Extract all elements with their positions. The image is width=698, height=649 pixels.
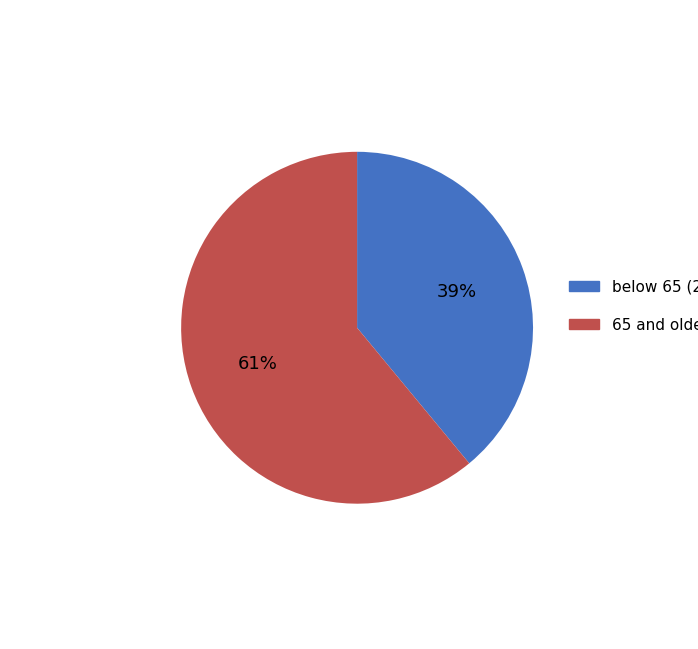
Wedge shape: [357, 152, 533, 463]
Text: 39%: 39%: [436, 283, 477, 301]
Legend: below 65 (282 Patients), 65 and older (433 Patients): below 65 (282 Patients), 65 and older (4…: [563, 273, 698, 338]
Wedge shape: [181, 152, 469, 504]
Text: 61%: 61%: [238, 354, 278, 373]
